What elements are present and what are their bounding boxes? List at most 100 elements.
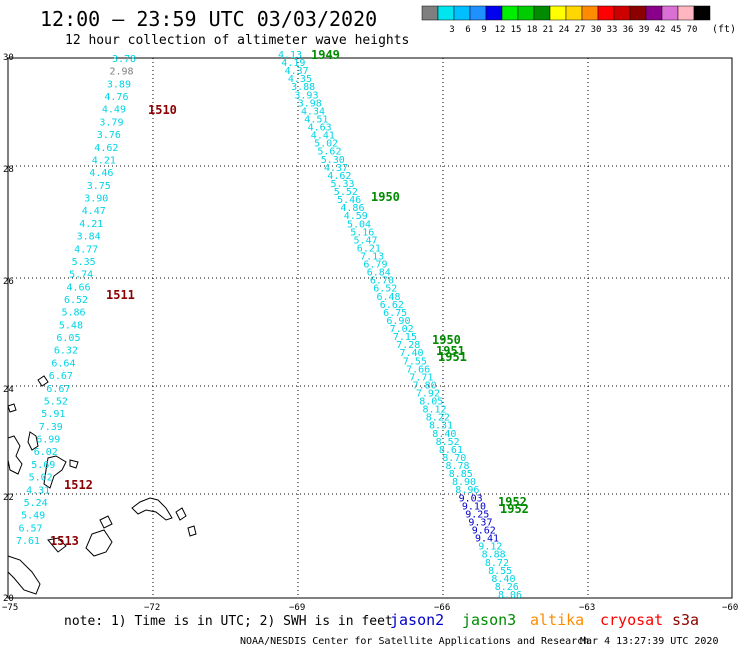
wave-height-value: 4.63 xyxy=(308,123,332,134)
coastline xyxy=(7,555,41,595)
wave-height-value: 5.52 xyxy=(334,187,358,198)
wave-height-value: 4.76 xyxy=(104,92,128,103)
wave-height-value: 3.90 xyxy=(84,194,108,205)
wave-height-value: 4.77 xyxy=(74,244,98,255)
wave-height-value: 6.62 xyxy=(380,300,404,311)
lat-label: 20 xyxy=(3,594,14,604)
island-outline xyxy=(187,525,197,537)
wave-height-value: 3.84 xyxy=(77,232,101,243)
footer-note: note: 1) Time is in UTC; 2) SWH is in fe… xyxy=(64,614,393,629)
island-outline xyxy=(43,455,67,489)
wave-height-value: 9.25 xyxy=(465,509,489,520)
wave-height-value: 4.59 xyxy=(344,211,368,222)
wave-height-value: 3.78 xyxy=(112,54,136,65)
wave-height-value: 5.86 xyxy=(62,308,86,319)
pass-time-label: 1512 xyxy=(64,478,93,492)
colorbar-tick-label: 42 xyxy=(655,25,666,35)
wave-height-value: 7.02 xyxy=(390,324,414,335)
wave-height-value: 8.90 xyxy=(452,477,476,488)
colorbar-tick-label: 9 xyxy=(481,25,486,35)
wave-height-value: 9.03 xyxy=(459,493,483,504)
wave-height-value: 7.61 xyxy=(16,536,40,547)
wave-height-value: 5.91 xyxy=(41,409,65,420)
wave-height-value: 4.46 xyxy=(89,168,113,179)
pass-time-label: 1510 xyxy=(148,103,177,117)
colorbar-swatch xyxy=(597,5,615,21)
island-outline xyxy=(27,431,39,451)
colorbar-swatch xyxy=(581,5,599,21)
wave-height-value: 7.39 xyxy=(39,422,63,433)
wave-height-value: 8.85 xyxy=(449,469,473,480)
satellite-legend: jason2 jason3 altika cryosat s3a xyxy=(390,611,699,629)
wave-height-value: 4.37 xyxy=(324,163,348,174)
wave-height-value: 6.21 xyxy=(357,243,381,254)
wave-height-value: 9.62 xyxy=(472,526,496,537)
wave-height-value: 8.88 xyxy=(482,550,506,561)
wave-height-value: 8.40 xyxy=(491,574,515,585)
map-subtitle: 12 hour collection of altimeter wave hei… xyxy=(65,33,409,48)
wave-height-value: 3.98 xyxy=(298,98,322,109)
wave-height-value: 7.92 xyxy=(416,389,440,400)
wave-height-value: 8.70 xyxy=(442,453,466,464)
colorbar-tick-label: 30 xyxy=(591,25,602,35)
colorbar-swatch xyxy=(517,5,535,21)
satellite-legend-item: altika xyxy=(530,611,584,629)
wave-height-value: 5.74 xyxy=(69,270,93,281)
colorbar-tick-label: 18 xyxy=(527,25,538,35)
island-outline xyxy=(47,537,67,553)
colorbar-tick-label: 70 xyxy=(687,25,698,35)
wave-height-value: 3.79 xyxy=(99,117,123,128)
wave-height-value: 7.71 xyxy=(409,372,433,383)
wave-height-value: 8.12 xyxy=(423,405,447,416)
wave-height-value: 5.69 xyxy=(31,460,55,471)
wave-height-value: 6.52 xyxy=(64,295,88,306)
wave-height-value: 7.55 xyxy=(403,356,427,367)
colorbar-swatch xyxy=(469,5,487,21)
colorbar-tick-label: 36 xyxy=(623,25,634,35)
wave-height-value: 8.26 xyxy=(495,582,519,593)
wave-height-value: 6.57 xyxy=(19,523,43,534)
wave-height-value: 9.10 xyxy=(462,501,486,512)
island-outline xyxy=(37,375,49,387)
wave-height-value: 8.06 xyxy=(498,590,522,601)
wave-height-value: 4.31 xyxy=(26,485,50,496)
pass-time-label: 1952 xyxy=(498,495,527,509)
satellite-legend-item: jason3 xyxy=(462,611,516,629)
wave-height-value: 4.62 xyxy=(327,171,351,182)
wave-height-value: 4.37 xyxy=(285,66,309,77)
wave-height-value: 4.49 xyxy=(102,105,126,116)
wave-height-value: 8.78 xyxy=(446,461,470,472)
lat-label: 22 xyxy=(3,493,14,503)
colorbar-swatch xyxy=(693,5,711,21)
lat-label: 30 xyxy=(3,53,14,63)
wave-height-value: 6.75 xyxy=(383,308,407,319)
pass-time-label: 1950 xyxy=(371,190,400,204)
wave-height-value: 4.21 xyxy=(79,219,103,230)
wave-height-value: 5.47 xyxy=(354,235,378,246)
colorbar-swatch xyxy=(453,5,471,21)
pass-time-label: 1511 xyxy=(106,288,135,302)
wave-height-value: 7.28 xyxy=(396,340,420,351)
wave-height-value: 9.41 xyxy=(475,534,499,545)
west-track-times: 1510 1511 1512 1513 xyxy=(50,103,177,548)
wave-height-value: 6.90 xyxy=(386,316,410,327)
colorbar-swatch xyxy=(501,5,519,21)
wave-height-value: 5.62 xyxy=(317,147,341,158)
wave-height-value: 6.48 xyxy=(377,292,401,303)
wave-height-value: 8.22 xyxy=(426,413,450,424)
lat-label: 28 xyxy=(3,165,14,175)
colorbar-tick-label: 12 xyxy=(495,25,506,35)
wave-height-value: 7.13 xyxy=(360,252,384,263)
graticule xyxy=(8,58,732,598)
wave-height-value: 5.04 xyxy=(347,219,371,230)
colorbar-swatch xyxy=(565,5,583,21)
lon-label: −69 xyxy=(289,603,305,613)
wave-height-value: 8.40 xyxy=(432,429,456,440)
wave-height-value: 7.80 xyxy=(413,380,437,391)
wave-height-value: 9.37 xyxy=(468,518,492,529)
island-outline xyxy=(7,435,23,475)
wave-height-value: 4.35 xyxy=(288,74,312,85)
wave-height-value: 6.99 xyxy=(36,435,60,446)
colorbar-swatch xyxy=(661,5,679,21)
